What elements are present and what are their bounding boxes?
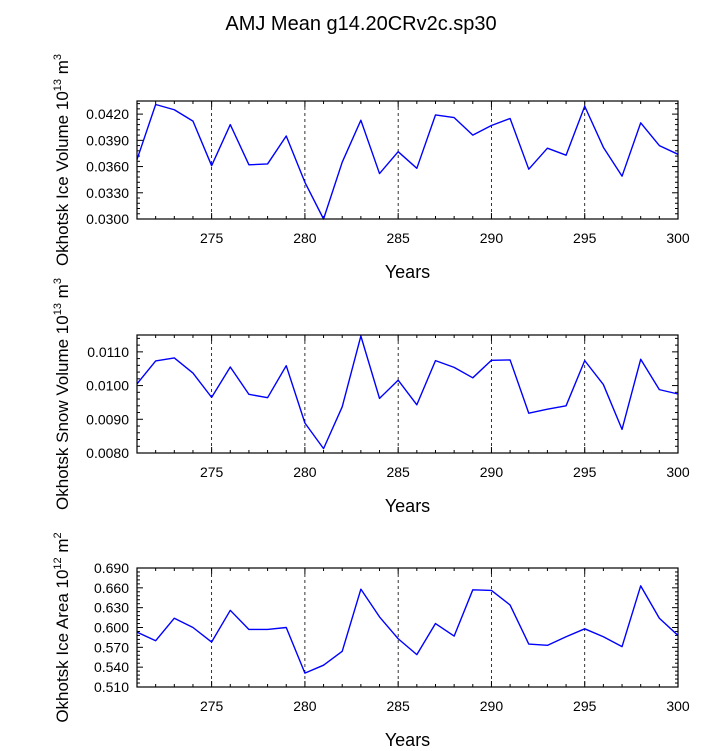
- y-tick-label: 0.600: [94, 620, 129, 636]
- y-tick-label: 0.0420: [86, 106, 129, 122]
- x-tick-label: 300: [666, 230, 690, 246]
- y-tick-label: 0.0080: [86, 445, 129, 461]
- y-tick-label: 0.0110: [87, 344, 129, 360]
- x-tick-label: 300: [666, 698, 690, 714]
- x-tick-label: 290: [480, 464, 504, 480]
- x-axis-label: Years: [385, 730, 430, 746]
- x-tick-label: 280: [293, 230, 317, 246]
- x-tick-label: 275: [200, 230, 224, 246]
- x-tick-label: 295: [573, 230, 597, 246]
- x-tick-label: 290: [480, 698, 504, 714]
- x-tick-label: 275: [200, 698, 224, 714]
- plot-frame: [137, 335, 678, 453]
- x-tick-label: 295: [573, 464, 597, 480]
- x-tick-label: 285: [386, 230, 410, 246]
- x-tick-label: 275: [200, 464, 224, 480]
- y-tick-label: 0.630: [94, 600, 129, 616]
- plot-frame: [137, 568, 678, 687]
- y-tick-label: 0.540: [94, 659, 129, 675]
- x-tick-label: 280: [293, 698, 317, 714]
- y-tick-label: 0.660: [94, 580, 129, 596]
- x-tick-label: 295: [573, 698, 597, 714]
- x-tick-label: 285: [386, 698, 410, 714]
- chart-panel-3: 0.510 0.540 0.570 0.600 0.630 0.660 0.690 275 28…: [52, 532, 690, 746]
- y-tick-label: 0.0330: [86, 185, 129, 201]
- chart-panel-2: 0.0080 0.0090 0.0100 0.0110 275 280 285 290 295 3…: [52, 278, 690, 516]
- x-tick-label: 300: [666, 464, 690, 480]
- series-line: [137, 336, 678, 449]
- y-tick-label: 0.0390: [86, 132, 129, 148]
- chart-panel-1: 0.0300 0.0330 0.0360 0.0390 0.0420 275 280 285 2…: [52, 54, 690, 282]
- panels-group: 0.0300 0.0330 0.0360 0.0390 0.0420 275 280 285 2…: [52, 54, 690, 746]
- y-tick-label: 0.0090: [86, 411, 129, 427]
- y-axis-label: Okhotsk Snow Volume 1013 m3: [52, 278, 72, 510]
- y-tick-label: 0.690: [94, 560, 129, 576]
- y-tick-label: 0.570: [94, 639, 129, 655]
- x-axis-label: Years: [385, 262, 430, 282]
- y-tick-label: 0.510: [94, 679, 129, 695]
- series-line: [137, 586, 678, 673]
- y-tick-label: 0.0360: [86, 159, 129, 175]
- y-axis-label: Okhotsk Ice Area 1012 m2: [52, 532, 72, 722]
- y-tick-label: 0.0100: [86, 378, 129, 394]
- x-tick-label: 285: [386, 464, 410, 480]
- y-tick-label: 0.0300: [86, 211, 129, 227]
- x-tick-label: 290: [480, 230, 504, 246]
- y-axis-label: Okhotsk Ice Volume 1013 m3: [52, 54, 72, 266]
- x-tick-label: 280: [293, 464, 317, 480]
- series-line: [137, 105, 678, 220]
- x-axis-label: Years: [385, 496, 430, 516]
- chart-title: AMJ Mean g14.20CRv2c.sp30: [225, 13, 496, 35]
